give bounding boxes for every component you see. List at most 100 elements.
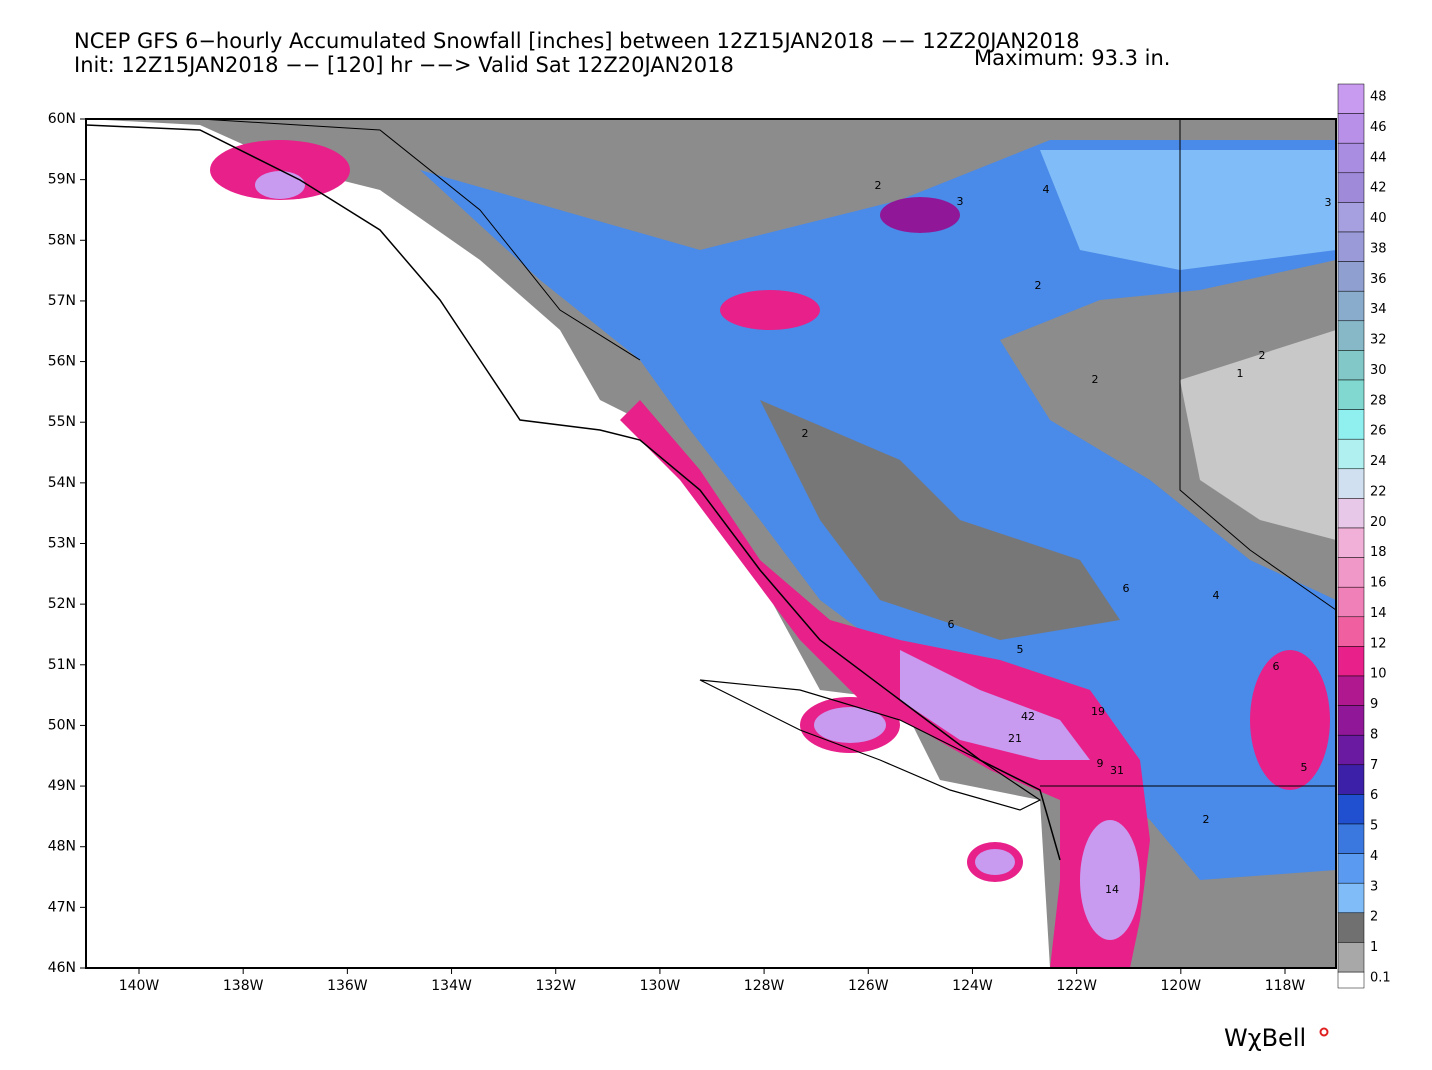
- colorbar-label: 14: [1370, 606, 1387, 621]
- colorbar-label: 16: [1370, 576, 1387, 591]
- colorbar-swatch: [1337, 912, 1365, 943]
- colorbar-label: 3: [1370, 879, 1378, 894]
- lat-label: 46N: [48, 960, 76, 976]
- snow-blob: [1250, 650, 1330, 790]
- map-field: [85, 118, 1337, 969]
- lon-label: 122W: [1056, 978, 1097, 994]
- lon-label: 130W: [640, 978, 681, 994]
- colorbar-label: 10: [1370, 667, 1387, 682]
- border: [199, 118, 641, 361]
- lon-label: 120W: [1161, 978, 1202, 994]
- colorbar-swatch: [1337, 734, 1365, 766]
- lon-label: 132W: [535, 978, 576, 994]
- subtitle: Init: 12Z15JAN2018 −− [120] hr −−> Valid…: [74, 53, 734, 77]
- snow-blob: [975, 849, 1015, 875]
- contour-label: 2: [1035, 279, 1042, 292]
- lat-label: 49N: [48, 778, 76, 794]
- colorbar-swatch: [1337, 113, 1365, 144]
- lat-label: 53N: [48, 536, 76, 552]
- colorbar-swatch: [1337, 320, 1365, 351]
- lon-label: 128W: [744, 978, 785, 994]
- colorbar-swatch: [1337, 142, 1365, 174]
- contour-label: 9: [1097, 757, 1104, 770]
- colorbar-label: 7: [1370, 758, 1378, 773]
- land-dry: [1180, 330, 1336, 540]
- contour-label: 5: [1017, 643, 1024, 656]
- colorbar-label: 9: [1370, 697, 1378, 712]
- lon-label: 124W: [952, 978, 993, 994]
- colorbar-label: 24: [1370, 454, 1387, 469]
- contour-label: 2: [1259, 349, 1266, 362]
- colorbar-swatch: [1337, 586, 1365, 618]
- colorbar-label: 46: [1370, 120, 1387, 135]
- contour-label: 3: [1325, 196, 1332, 209]
- colorbar-swatch: [1337, 438, 1365, 470]
- lat-label: 55N: [48, 414, 76, 430]
- logo-dot: [1319, 1027, 1329, 1037]
- colorbar-label: 36: [1370, 272, 1387, 287]
- colorbar-label: 5: [1370, 819, 1378, 834]
- lat-label: 59N: [48, 172, 76, 188]
- logo: WχBell: [1224, 1024, 1306, 1052]
- colorbar-swatch: [1337, 202, 1365, 233]
- colorbar-swatch: [1337, 527, 1365, 558]
- colorbar-label: 44: [1370, 150, 1387, 165]
- colorbar-label: 26: [1370, 424, 1387, 439]
- colorbar-swatch: [1337, 498, 1365, 529]
- colorbar-swatch: [1337, 231, 1365, 262]
- colorbar-label: 28: [1370, 393, 1387, 408]
- colorbar-label: 38: [1370, 241, 1387, 256]
- title: NCEP GFS 6−hourly Accumulated Snowfall […: [74, 29, 1080, 53]
- contour-label: 2: [1092, 373, 1099, 386]
- lon-label: 140W: [119, 978, 160, 994]
- contour-label: 14: [1105, 883, 1119, 896]
- snow-blob: [880, 197, 960, 233]
- snow-violet: [900, 650, 1090, 760]
- colorbar-swatch: [1337, 823, 1365, 854]
- contour-label: 2: [875, 179, 882, 192]
- colorbar-label: 30: [1370, 363, 1387, 378]
- colorbar-label: 32: [1370, 333, 1387, 348]
- snow-blob: [814, 707, 886, 743]
- lat-label: 50N: [48, 717, 76, 733]
- contour-label: 31: [1110, 764, 1124, 777]
- lat-label: 60N: [48, 111, 76, 127]
- colorbar-label: 6: [1370, 788, 1378, 803]
- contour-label: 6: [1273, 660, 1280, 673]
- lon-label: 118W: [1265, 978, 1306, 994]
- colorbar-swatch: [1337, 942, 1365, 973]
- colorbar-swatch: [1337, 557, 1365, 588]
- contour-label: 19: [1091, 705, 1105, 718]
- colorbar-label: 40: [1370, 211, 1387, 226]
- contour-label: 3: [957, 195, 964, 208]
- colorbar-swatch: [1337, 616, 1365, 647]
- colorbar-swatch: [1337, 646, 1365, 677]
- lon-label: 134W: [431, 978, 472, 994]
- lon-label: 136W: [327, 978, 368, 994]
- colorbar-label: 18: [1370, 545, 1387, 560]
- colorbar-label: 4: [1370, 849, 1378, 864]
- colorbar-label: 48: [1370, 90, 1387, 105]
- coastline: [85, 124, 1061, 861]
- colorbar-swatch: [1337, 882, 1365, 914]
- colorbar-swatch: [1337, 853, 1365, 884]
- colorbar-swatch: [1337, 794, 1365, 825]
- colorbar: 4846444240383634323028262422201816141210…: [1337, 83, 1391, 986]
- snow-pink: [620, 400, 1150, 968]
- lat-label: 57N: [48, 293, 76, 309]
- lat-label: 52N: [48, 596, 76, 612]
- lat-label: 51N: [48, 657, 76, 673]
- colorbar-label: 34: [1370, 302, 1387, 317]
- contour-label: 4: [1043, 183, 1050, 196]
- snow-blob: [720, 290, 820, 330]
- snow-light-blue: [1040, 150, 1336, 270]
- colorbar-label: 12: [1370, 636, 1387, 651]
- lon-label: 126W: [848, 978, 889, 994]
- colorbar-label: 8: [1370, 727, 1378, 742]
- colorbar-swatch: [1337, 379, 1365, 410]
- colorbar-swatch: [1337, 675, 1365, 706]
- contour-labels: 2 3 4 3 2 2 2 6 6 5 42 21 19 31 9 14 2 4…: [802, 179, 1332, 896]
- lat-label: 47N: [48, 899, 76, 915]
- contour-label: 2: [802, 427, 809, 440]
- contour-label: 2: [1203, 813, 1210, 826]
